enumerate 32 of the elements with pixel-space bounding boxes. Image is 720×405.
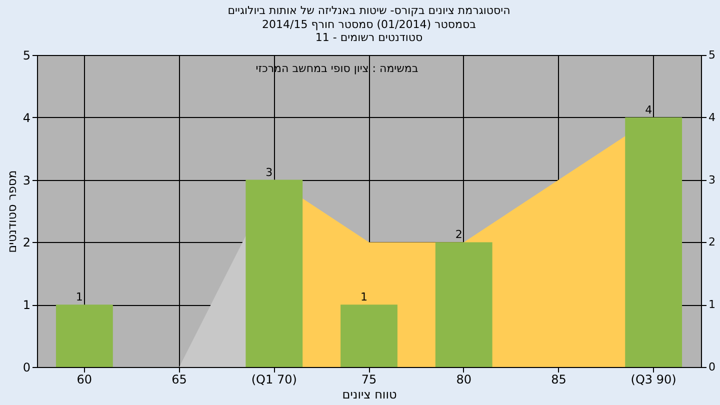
chart-subtitle: בסמסטר (01/2014) סמסטר חורף 2014/15 סטודנטים רשומים - 11 bbox=[262, 18, 476, 44]
y2-tick-label: 1 bbox=[708, 298, 716, 312]
y2-tick-label: 5 bbox=[708, 48, 716, 62]
y-tick-label: 2 bbox=[22, 236, 30, 250]
x-tick-label: 75 bbox=[361, 372, 377, 386]
x-axis-title: טווח ציונים bbox=[342, 388, 397, 402]
bar bbox=[435, 242, 492, 367]
bar bbox=[340, 304, 398, 367]
bar bbox=[56, 304, 113, 367]
data-label: 4 bbox=[645, 103, 652, 116]
x-tick-label: 60 bbox=[76, 372, 92, 386]
y-tick-label: 3 bbox=[22, 173, 30, 188]
y2-tick-label: 4 bbox=[708, 110, 716, 124]
y2-tick-label: 2 bbox=[708, 236, 716, 249]
data-label: 3 bbox=[266, 166, 273, 179]
data-label: 2 bbox=[455, 228, 462, 242]
data-label: 1 bbox=[76, 290, 83, 304]
y-tick-label: 4 bbox=[22, 110, 30, 125]
data-label: 1 bbox=[360, 290, 368, 304]
y-tick-label: 0 bbox=[22, 360, 30, 374]
chart-title: היסטוגרמת ציונים בקורס- שיטות באנליזה של אותות ביולוגיים bbox=[228, 4, 510, 17]
y-tick-label: 1 bbox=[22, 298, 30, 312]
x-tick-label: (Q3 90) bbox=[630, 372, 676, 386]
y2-tick-label: 0 bbox=[708, 360, 716, 374]
y2-tick-label: 3 bbox=[708, 173, 716, 186]
y-tick-label: 5 bbox=[22, 48, 30, 62]
x-tick-label: (Q1 70) bbox=[251, 372, 297, 386]
bar bbox=[625, 117, 682, 367]
y-axis-title: מספר סטודנטים bbox=[4, 170, 19, 253]
x-tick-label: 65 bbox=[172, 372, 187, 386]
x-tick-label: 80 bbox=[456, 372, 472, 386]
x-tick-label: 85 bbox=[551, 372, 566, 386]
